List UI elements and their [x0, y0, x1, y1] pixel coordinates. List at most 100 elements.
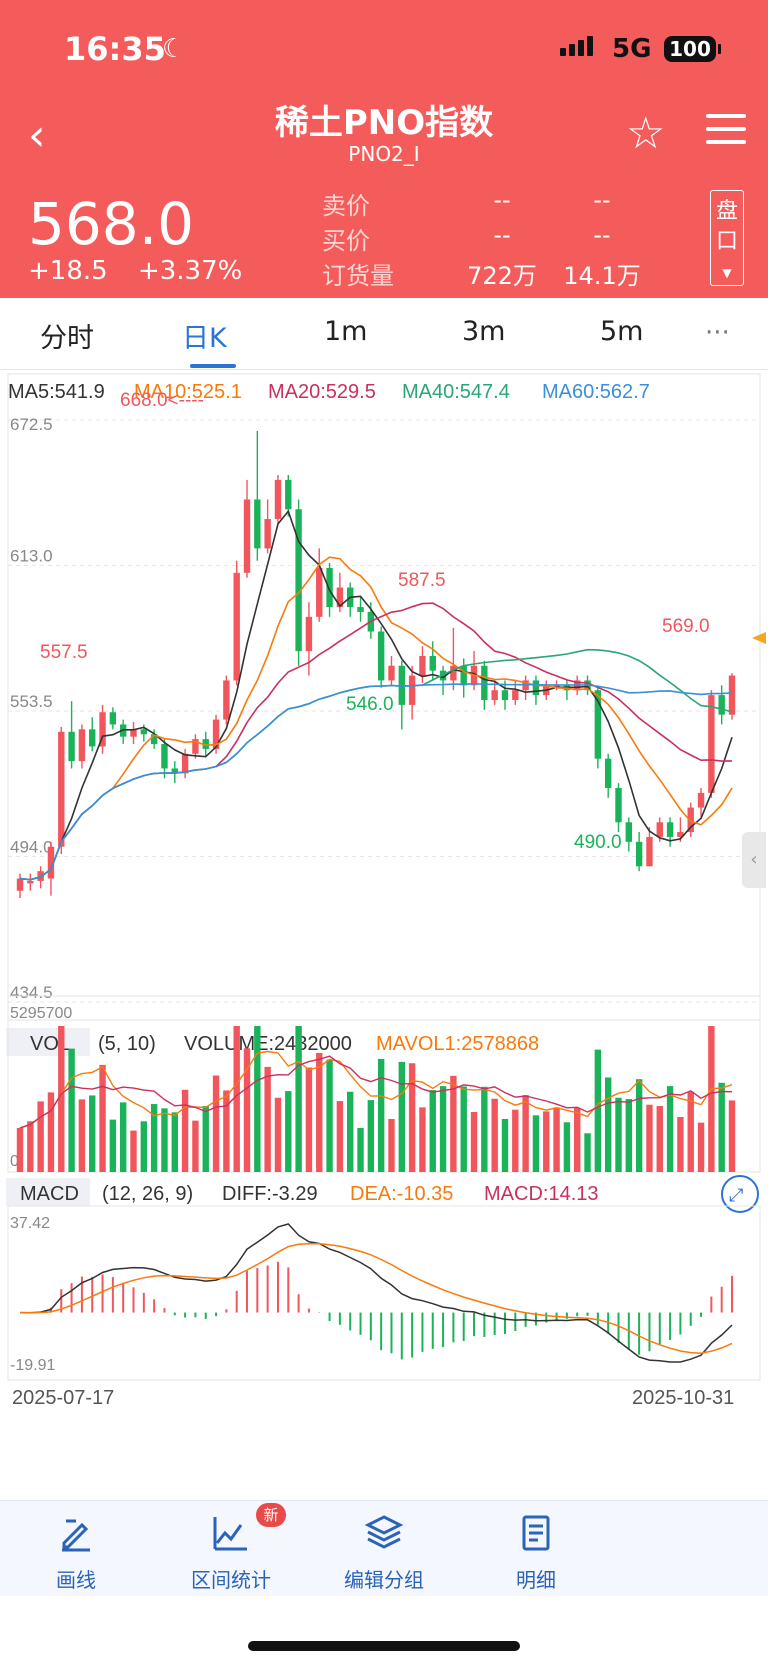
- tab-5m[interactable]: 5m: [600, 316, 644, 347]
- new-badge: 新: [256, 1503, 286, 1527]
- price-tick-label: 553.5: [10, 692, 53, 711]
- volume-bar: [398, 1061, 405, 1172]
- date-start: 2025-07-17: [12, 1387, 114, 1409]
- period-tabs: 分时 日K 1m 3m 5m ···: [0, 298, 768, 370]
- volume-bar: [285, 1091, 292, 1172]
- vol-label-box: [6, 1028, 90, 1056]
- candle-body: [171, 768, 178, 774]
- volume-bar: [316, 1052, 323, 1172]
- volume-bar: [604, 1077, 612, 1172]
- volume-tick-label: 0: [10, 1153, 19, 1170]
- quote-value: --: [593, 186, 611, 214]
- pankou-button[interactable]: 盘口 ▼: [710, 190, 744, 286]
- volume-bar: [512, 1109, 519, 1172]
- mavol10-line: [19, 1055, 733, 1129]
- battery-icon: 100: [664, 36, 721, 62]
- ma10-line: [19, 556, 733, 881]
- candle-body: [274, 479, 282, 520]
- candle-body: [140, 729, 148, 735]
- macd-params: (12, 26, 9): [102, 1183, 193, 1205]
- candle-body: [192, 739, 199, 754]
- volume-bar: [233, 1026, 240, 1172]
- volume-bar: [584, 1133, 591, 1172]
- menu-icon[interactable]: [706, 114, 746, 153]
- chart-area[interactable]: MA5:541.9 MA10:525.1 MA20:529.5 MA40:547.4 M…: [0, 370, 768, 1504]
- volume-bar: [491, 1098, 498, 1172]
- volume-bar: [27, 1121, 34, 1172]
- pankou-label: 盘口: [715, 199, 738, 254]
- quote-label: 卖价: [322, 192, 370, 220]
- bottom-toolbar: 画线 区间统计 编辑分组 明细: [0, 1500, 768, 1596]
- favorite-star-icon[interactable]: ☆: [626, 108, 666, 159]
- quote-row-orders: 订货量 722万 14.1万: [322, 256, 642, 291]
- current-price-marker-icon: [752, 632, 766, 644]
- volume-bar: [625, 1099, 633, 1172]
- volume-bar: [408, 1063, 416, 1172]
- candle-body: [202, 739, 209, 749]
- tab-1m[interactable]: 1m: [324, 316, 368, 347]
- candle-body: [27, 880, 34, 884]
- volume-bar: [388, 1118, 395, 1172]
- price-change: +18.5 +3.37%: [28, 256, 264, 286]
- moon-icon: ☾: [162, 34, 186, 64]
- volume-bar: [150, 1104, 158, 1172]
- candle-body: [708, 695, 715, 793]
- candle-body: [357, 607, 364, 612]
- volume-bar: [666, 1086, 674, 1172]
- volume-bar: [181, 1089, 189, 1172]
- quote-value: --: [493, 221, 511, 249]
- candle-body: [604, 758, 612, 789]
- volume-bar: [501, 1118, 509, 1172]
- price-annotation: 490.0: [574, 832, 622, 853]
- more-icon[interactable]: ···: [705, 318, 730, 348]
- candle-body: [305, 616, 313, 652]
- nav-details[interactable]: 明细: [506, 1513, 566, 1593]
- tab-daily-k[interactable]: 日K: [182, 323, 227, 354]
- side-handle-icon[interactable]: ‹: [742, 832, 766, 888]
- volume-bar: [470, 1112, 478, 1172]
- quote-value: 14.1万: [563, 262, 641, 290]
- macd-diff-line: [19, 1223, 733, 1363]
- volume-bar: [119, 1102, 127, 1172]
- price-panel: [7, 373, 761, 1021]
- quote-label: 买价: [322, 227, 370, 255]
- candle-body: [388, 665, 395, 681]
- volume-bar: [429, 1090, 436, 1172]
- tab-3m[interactable]: 3m: [462, 316, 506, 347]
- price-annotation: 546.0: [346, 694, 394, 715]
- volume-bar: [532, 1115, 540, 1172]
- ma-legend-item: MA20:529.5: [268, 381, 376, 403]
- candle-body: [501, 690, 509, 700]
- volume-bar: [347, 1091, 354, 1172]
- price-tick-label: 613.0: [10, 547, 53, 566]
- status-bar: 16:35 ☾ 5G 100: [0, 0, 768, 96]
- quote-label: 订货量: [322, 262, 394, 290]
- nav-edit-group[interactable]: 编辑分组: [336, 1513, 432, 1593]
- macd-dea: DEA:-10.35: [350, 1183, 453, 1205]
- nav-range-stats[interactable]: 区间统计: [186, 1513, 276, 1593]
- volume-bar: [99, 1064, 106, 1172]
- tab-fenshi[interactable]: 分时: [40, 323, 94, 354]
- candle-body: [161, 744, 168, 769]
- candle-body: [687, 807, 694, 833]
- candle-body: [109, 712, 117, 725]
- volume-bar: [192, 1120, 199, 1172]
- volume-bar: [130, 1130, 137, 1172]
- nav-label: 明细: [516, 1568, 556, 1592]
- macd-tick-label: 37.42: [10, 1215, 50, 1232]
- quote-panel: 卖价 -- -- 买价 -- -- 订货量 722万 14.1万: [322, 186, 642, 291]
- volume-bar: [677, 1116, 684, 1172]
- nav-draw-line[interactable]: 画线: [46, 1513, 106, 1593]
- volume-bar: [646, 1104, 653, 1172]
- volume-bar: [708, 1026, 715, 1172]
- quote-row-ask: 卖价 -- --: [322, 186, 642, 221]
- kline-chart[interactable]: MA5:541.9 MA10:525.1 MA20:529.5 MA40:547.4 M…: [0, 370, 768, 1500]
- ma-legend-item: MA60:562.7: [542, 381, 650, 403]
- back-button[interactable]: ‹: [28, 110, 46, 161]
- volume-bar: [481, 1086, 488, 1172]
- candle-body: [181, 753, 189, 774]
- candle-body: [450, 665, 457, 681]
- volume-bar: [728, 1100, 736, 1172]
- macd-label-box: [6, 1178, 90, 1206]
- candle-body: [625, 822, 633, 842]
